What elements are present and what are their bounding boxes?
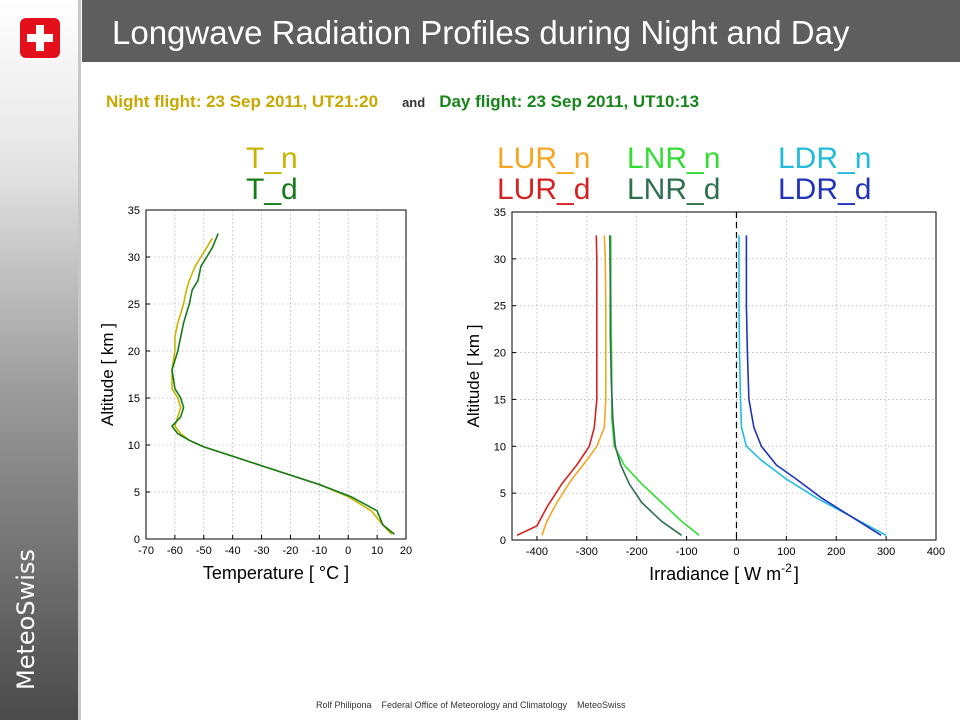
y-tick-label: 10 xyxy=(128,440,140,452)
y-axis-label: Altitude [ km ] xyxy=(98,323,117,426)
y-axis-label: Altitude [ km ] xyxy=(464,325,483,428)
legend-lnr-d: LNR_d xyxy=(627,173,721,206)
y-tick-label: 35 xyxy=(494,207,506,219)
x-tick-label: -300 xyxy=(576,546,598,558)
x-tick-label: 0 xyxy=(733,546,739,558)
night-flight-label: Night flight: 23 Sep 2011, UT21:20 xyxy=(106,92,379,111)
title-bar: Longwave Radiation Profiles during Night… xyxy=(82,0,960,62)
x-tick-label: -20 xyxy=(282,545,298,557)
y-tick-label: 15 xyxy=(128,393,140,405)
y-tick-label: 5 xyxy=(500,488,506,500)
x-tick-label: 20 xyxy=(400,545,412,557)
y-tick-label: 0 xyxy=(500,535,506,547)
legend-lnr-n: LNR_n xyxy=(627,142,721,175)
series-line-ldr-d xyxy=(745,235,882,536)
x-tick-label: -60 xyxy=(167,545,183,557)
subtitle-and: and xyxy=(402,95,426,110)
series-line-t-d xyxy=(171,233,395,535)
x-tick-label: 0 xyxy=(345,545,351,557)
y-tick-label: 30 xyxy=(128,252,140,264)
footer-author: Rolf Philipona xyxy=(316,700,372,710)
x-tick-label: 200 xyxy=(827,546,845,558)
footer-office: Federal Office of Meteorology and Climat… xyxy=(381,700,567,710)
x-tick-label: -100 xyxy=(676,546,698,558)
x-tick-label: 10 xyxy=(371,545,383,557)
sidebar: MeteoSwiss xyxy=(0,0,80,720)
sidebar-divider xyxy=(78,0,81,720)
page-title: Longwave Radiation Profiles during Night… xyxy=(112,14,850,51)
x-axis-label: Temperature [ °C ] xyxy=(203,563,349,583)
series-line-ldr-n xyxy=(738,235,887,537)
plot-frame xyxy=(511,211,937,541)
x-tick-label: -30 xyxy=(254,545,270,557)
y-tick-label: 20 xyxy=(494,348,506,360)
legend-ldr-d: LDR_d xyxy=(778,173,872,206)
legend-t-d: T_d xyxy=(246,173,298,206)
y-tick-label: 30 xyxy=(494,254,506,266)
legend-ldr-n: LDR_n xyxy=(778,142,872,175)
footer: Rolf Philipona Federal Office of Meteorol… xyxy=(316,700,636,710)
series-line-lur-n xyxy=(541,235,607,536)
flight-subtitle: Night flight: 23 Sep 2011, UT21:20 and Day… xyxy=(106,92,699,112)
y-tick-label: 25 xyxy=(494,301,506,313)
legend-lur-n: LUR_n xyxy=(497,142,591,175)
x-tick-label: -200 xyxy=(626,546,648,558)
y-tick-label: 35 xyxy=(128,205,140,217)
x-tick-label: -70 xyxy=(138,545,154,557)
x-axis-label: Irradiance [ W m-2] xyxy=(649,561,799,584)
y-tick-label: 20 xyxy=(128,346,140,358)
plot-frame xyxy=(145,209,407,540)
plot-area xyxy=(512,212,936,540)
legend-lur-d: LUR_d xyxy=(497,173,591,206)
y-tick-label: 25 xyxy=(128,299,140,311)
plot-area xyxy=(146,210,406,539)
x-tick-label: -10 xyxy=(311,545,327,557)
legend-t-n: T_n xyxy=(246,142,298,175)
x-tick-label: 100 xyxy=(777,546,795,558)
x-tick-label: -50 xyxy=(196,545,212,557)
y-tick-label: 0 xyxy=(134,534,140,546)
series-line-lur-d xyxy=(516,235,598,537)
day-flight-label: Day flight: 23 Sep 2011, UT10:13 xyxy=(439,92,700,111)
irradiance-chart: -400 -300 -200 -100 0 100 200 300 400 0 5 10 15 20 25 3… xyxy=(464,207,945,584)
series-line-lnr-n xyxy=(610,235,700,536)
footer-brand: MeteoSwiss xyxy=(576,700,626,710)
brand-vertical-label: MeteoSwiss xyxy=(12,549,40,690)
x-tick-label: -40 xyxy=(225,545,241,557)
swiss-cross-icon xyxy=(20,18,60,58)
x-tick-label: 300 xyxy=(877,546,895,558)
series-line-lnr-d xyxy=(609,235,683,536)
y-tick-label: 10 xyxy=(494,441,506,453)
y-tick-label: 15 xyxy=(494,394,506,406)
temperature-chart: -70 -60 -50 -40 -30 -20 -10 0 10 20 0 5 10 15 20 25 30 35… xyxy=(98,205,412,583)
x-tick-label: -400 xyxy=(526,546,548,558)
x-tick-label: 400 xyxy=(927,546,945,558)
y-tick-label: 5 xyxy=(134,487,140,499)
